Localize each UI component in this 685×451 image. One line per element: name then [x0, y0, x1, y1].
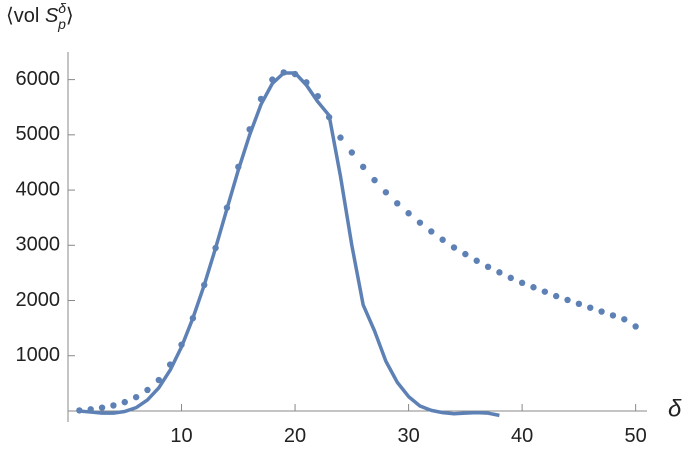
- data-dot: [394, 200, 401, 207]
- x-tick-label: 20: [284, 425, 306, 446]
- x-tick-label: 10: [170, 425, 192, 446]
- data-dot: [632, 323, 639, 330]
- data-dot: [382, 189, 390, 196]
- data-dot: [575, 300, 583, 308]
- data-dot: [132, 393, 140, 401]
- x-tick-label: 30: [397, 425, 419, 446]
- data-dot: [598, 308, 605, 315]
- y-label-sub: p: [57, 16, 66, 32]
- data-dot: [121, 398, 128, 406]
- x-tick-label: 50: [625, 425, 647, 446]
- data-dot: [405, 210, 412, 217]
- data-dot: [484, 263, 492, 271]
- y-label-open: ⟨vol: [6, 5, 45, 27]
- data-dot: [564, 296, 571, 304]
- data-dot: [530, 284, 537, 291]
- data-dot: [439, 236, 446, 243]
- data-dot: [371, 176, 378, 184]
- curve: [79, 71, 500, 418]
- y-label-sup: δ: [58, 0, 66, 16]
- data-dot: [496, 269, 503, 276]
- data-dot: [359, 163, 367, 171]
- y-axis-label: ⟨vol Sδ p⟩: [6, 0, 74, 32]
- data-dot: [98, 404, 106, 411]
- data-dot: [110, 402, 117, 409]
- data-dot: [621, 316, 628, 323]
- data-dot: [428, 228, 435, 235]
- data-dot: [473, 257, 480, 264]
- data-dot: [518, 279, 526, 287]
- y-tick-label: 4000: [16, 178, 61, 200]
- y-tick-label: 6000: [16, 68, 61, 90]
- data-dot: [348, 149, 356, 156]
- data-dot: [587, 304, 594, 311]
- data-dot: [337, 134, 344, 141]
- data-dot: [450, 244, 458, 251]
- y-tick-label: 3000: [16, 234, 61, 256]
- data-dot: [507, 274, 514, 282]
- data-dot: [552, 292, 560, 300]
- y-tick-label: 1000: [16, 344, 61, 366]
- y-tick-label: 2000: [16, 289, 61, 311]
- y-label-close: ⟩: [66, 5, 74, 27]
- data-dot: [155, 376, 163, 384]
- data-dot: [541, 288, 549, 295]
- data-dot: [144, 386, 151, 394]
- data-dot: [462, 250, 469, 258]
- y-tick-label: 5000: [16, 123, 61, 145]
- data-dot: [609, 312, 617, 319]
- x-axis-label: δ: [668, 395, 682, 422]
- data-dot: [416, 219, 424, 226]
- y-label-var: S: [45, 5, 59, 27]
- x-tick-label: 40: [511, 425, 533, 446]
